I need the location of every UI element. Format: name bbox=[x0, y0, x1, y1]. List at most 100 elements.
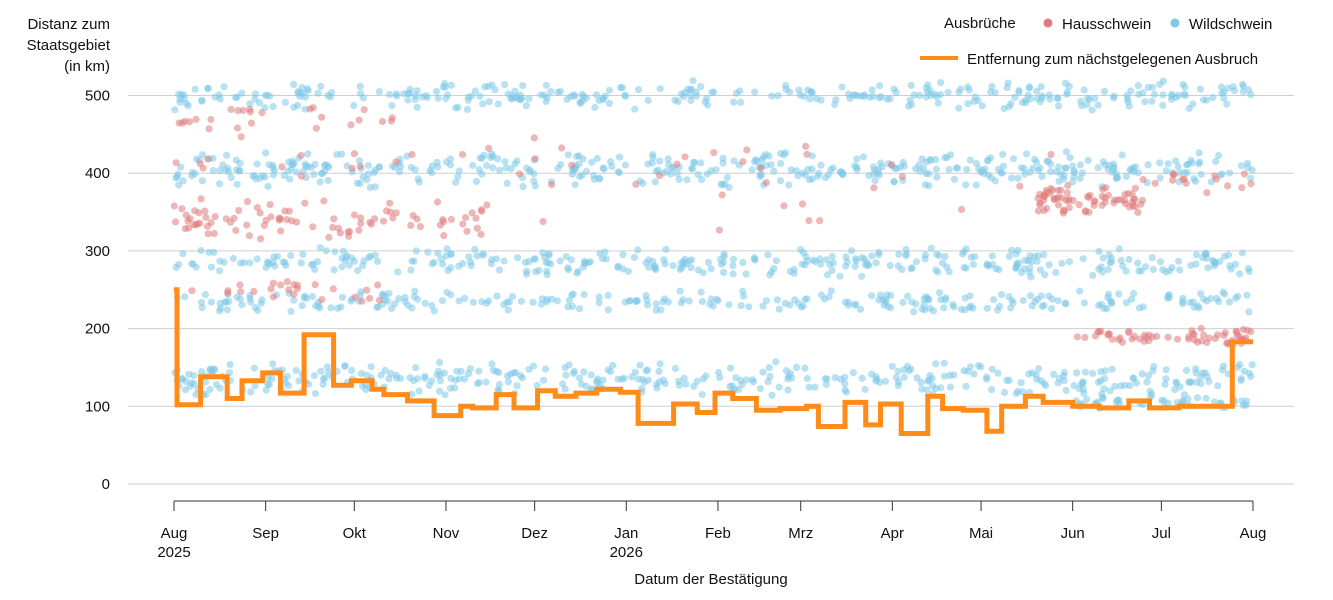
wildschwein-point bbox=[1237, 162, 1245, 170]
wildschwein-point bbox=[493, 292, 501, 300]
wildschwein-point bbox=[977, 363, 985, 371]
wildschwein-point bbox=[443, 288, 451, 296]
wildschwein-point bbox=[1045, 261, 1053, 269]
wildschwein-point bbox=[960, 367, 968, 375]
wildschwein-point bbox=[957, 85, 965, 93]
wildschwein-point bbox=[251, 304, 259, 312]
wildschwein-point bbox=[983, 157, 992, 165]
hausschwein-point bbox=[258, 109, 266, 117]
x-tick-year-label: 2025 bbox=[157, 544, 190, 561]
wildschwein-point bbox=[447, 264, 455, 272]
wildschwein-point bbox=[1079, 379, 1087, 387]
wildschwein-point bbox=[932, 266, 940, 274]
wildschwein-point bbox=[1031, 297, 1039, 306]
wildschwein-point bbox=[688, 164, 696, 172]
hausschwein-point bbox=[1034, 207, 1042, 215]
wildschwein-point bbox=[1062, 386, 1070, 394]
wildschwein-point bbox=[664, 155, 672, 163]
hausschwein-point bbox=[1137, 200, 1145, 208]
wildschwein-point bbox=[562, 253, 570, 261]
wildschwein-point bbox=[432, 87, 441, 96]
hausschwein-point bbox=[188, 287, 196, 295]
wildschwein-point bbox=[1156, 258, 1165, 266]
wildschwein-point bbox=[685, 297, 693, 305]
wildschwein-point bbox=[495, 380, 504, 389]
wildschwein-point bbox=[370, 169, 378, 177]
wildschwein-point bbox=[636, 361, 644, 369]
wildschwein-point bbox=[1141, 98, 1149, 106]
wildschwein-point bbox=[188, 260, 196, 268]
wildschwein-point bbox=[857, 92, 865, 100]
hausschwein-point bbox=[1098, 192, 1106, 200]
wildschwein-point bbox=[1182, 366, 1191, 374]
wildschwein-point bbox=[676, 287, 684, 295]
legend-hausschwein-label: Hausschwein bbox=[1062, 16, 1151, 33]
hausschwein-point bbox=[1047, 150, 1055, 159]
hausschwein-point bbox=[1085, 193, 1093, 202]
hausschwein-point bbox=[378, 117, 387, 126]
wildschwein-point bbox=[1119, 262, 1127, 270]
wildschwein-point bbox=[926, 304, 934, 312]
wildschwein-point bbox=[210, 248, 218, 256]
hausschwein-point bbox=[803, 150, 811, 158]
wildschwein-point bbox=[292, 366, 300, 375]
wildschwein-point bbox=[846, 94, 854, 102]
wildschwein-point bbox=[421, 299, 429, 307]
wildschwein-point bbox=[1100, 87, 1109, 95]
hausschwein-point bbox=[236, 281, 244, 289]
wildschwein-point bbox=[829, 164, 837, 172]
wildschwein-point bbox=[454, 173, 462, 181]
wildschwein-point bbox=[1127, 87, 1135, 95]
wildschwein-point bbox=[216, 180, 224, 188]
wildschwein-point bbox=[446, 384, 454, 392]
wildschwein-point bbox=[615, 169, 624, 177]
wildschwein-point bbox=[825, 171, 833, 179]
wildschwein-point bbox=[737, 376, 745, 384]
wildschwein-point bbox=[707, 167, 715, 175]
wildschwein-point bbox=[279, 258, 287, 266]
wildschwein-point bbox=[513, 382, 521, 390]
wildschwein-point bbox=[1245, 308, 1253, 316]
wildschwein-point bbox=[492, 367, 501, 375]
wildschwein-point bbox=[1085, 95, 1094, 103]
x-tick-label: Sep bbox=[252, 525, 279, 542]
hausschwein-point bbox=[958, 205, 966, 214]
wildschwein-point bbox=[204, 84, 212, 92]
hausschwein-point bbox=[290, 290, 298, 298]
wildschwein-point bbox=[455, 297, 463, 305]
wildschwein-point bbox=[576, 305, 584, 313]
hausschwein-point bbox=[468, 209, 476, 217]
hausschwein-point bbox=[1081, 333, 1089, 342]
hausschwein-point bbox=[1164, 333, 1172, 341]
wildschwein-point bbox=[773, 296, 782, 304]
wildschwein-point bbox=[311, 389, 319, 398]
wildschwein-point bbox=[395, 168, 404, 176]
wildschwein-point bbox=[825, 293, 833, 301]
wildschwein-point bbox=[434, 163, 442, 171]
wildschwein-point bbox=[1187, 378, 1195, 386]
wildschwein-point bbox=[1111, 382, 1119, 390]
wildschwein-point bbox=[924, 81, 932, 89]
wildschwein-point bbox=[765, 364, 773, 372]
wildschwein-point bbox=[238, 89, 246, 97]
hausschwein-point bbox=[1223, 339, 1232, 347]
wildschwein-point bbox=[1033, 257, 1041, 265]
wildschwein-point bbox=[876, 94, 884, 102]
wildschwein-point bbox=[1028, 369, 1036, 377]
hausschwein-point bbox=[1224, 182, 1232, 190]
hausschwein-point bbox=[1091, 332, 1100, 340]
wildschwein-point bbox=[511, 160, 519, 168]
hausschwein-point bbox=[1214, 331, 1222, 339]
hausschwein-point bbox=[250, 287, 258, 296]
wildschwein-point bbox=[1135, 267, 1143, 275]
wildschwein-point bbox=[941, 372, 949, 380]
wildschwein-point bbox=[991, 89, 999, 97]
wildschwein-point bbox=[269, 103, 277, 111]
wildschwein-point bbox=[1215, 298, 1223, 306]
wildschwein-point bbox=[918, 305, 926, 313]
wildschwein-point bbox=[849, 369, 858, 377]
wildschwein-point bbox=[1176, 383, 1184, 391]
hausschwein-point bbox=[366, 218, 374, 226]
wildschwein-point bbox=[1040, 251, 1048, 259]
wildschwein-point bbox=[202, 390, 210, 398]
